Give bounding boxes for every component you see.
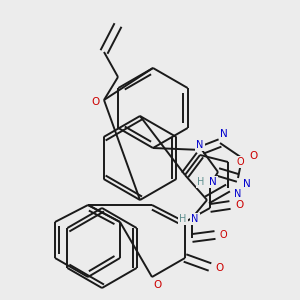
- Text: N: N: [191, 214, 199, 224]
- Text: N: N: [196, 140, 204, 150]
- Text: O: O: [92, 97, 100, 107]
- Text: H: H: [179, 214, 187, 224]
- Text: O: O: [250, 151, 258, 161]
- Text: N: N: [209, 177, 217, 187]
- Text: O: O: [215, 263, 223, 273]
- Text: O: O: [236, 157, 244, 167]
- Text: N: N: [234, 189, 242, 199]
- Text: H: H: [197, 177, 205, 187]
- Text: N: N: [243, 179, 251, 189]
- Text: O: O: [219, 230, 227, 240]
- Text: N: N: [220, 129, 228, 139]
- Text: O: O: [235, 200, 243, 210]
- Text: O: O: [154, 280, 162, 290]
